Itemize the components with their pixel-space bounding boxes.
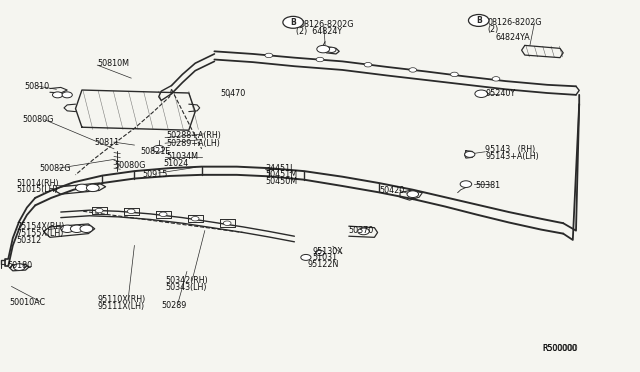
Text: 95240Y: 95240Y [485, 89, 515, 98]
Text: 50342(RH): 50342(RH) [165, 276, 208, 285]
Circle shape [62, 92, 72, 98]
Text: 75154X(RH): 75154X(RH) [16, 222, 65, 231]
Text: 50288+A(RH): 50288+A(RH) [166, 131, 221, 140]
Circle shape [460, 181, 472, 187]
Circle shape [358, 228, 369, 235]
Text: 50450M: 50450M [266, 177, 298, 186]
Text: 75155X(LH): 75155X(LH) [16, 229, 63, 238]
Text: 95143   (RH): 95143 (RH) [485, 145, 536, 154]
Text: 50312: 50312 [16, 236, 41, 245]
Circle shape [265, 53, 273, 58]
Circle shape [409, 68, 417, 72]
Circle shape [475, 90, 488, 97]
Text: B: B [291, 18, 296, 27]
Text: 08126-8202G: 08126-8202G [300, 20, 354, 29]
Text: 50420: 50420 [379, 186, 404, 195]
Text: 95111X(LH): 95111X(LH) [97, 302, 145, 311]
Circle shape [465, 151, 475, 157]
Circle shape [80, 225, 93, 232]
Text: 95122N: 95122N [307, 260, 339, 269]
Text: 50811: 50811 [95, 138, 120, 147]
Text: 50180: 50180 [8, 262, 33, 270]
Text: 50080G: 50080G [22, 115, 54, 124]
Text: 51024: 51024 [164, 159, 189, 168]
Circle shape [61, 225, 74, 232]
Text: (2)  64824Y: (2) 64824Y [296, 27, 342, 36]
Text: 64824YA: 64824YA [496, 33, 531, 42]
Circle shape [95, 208, 103, 213]
Text: R500000: R500000 [543, 344, 577, 353]
Circle shape [301, 254, 311, 260]
Text: 51034M: 51034M [166, 152, 198, 161]
Circle shape [316, 57, 324, 62]
Text: 50289+A(LH): 50289+A(LH) [166, 139, 220, 148]
Circle shape [492, 77, 500, 81]
Circle shape [86, 184, 99, 192]
Circle shape [127, 209, 135, 214]
Text: 50370: 50370 [349, 226, 374, 235]
Circle shape [316, 250, 324, 256]
Text: 51031: 51031 [312, 253, 337, 262]
Text: 34451J: 34451J [266, 164, 293, 173]
Text: 51014(RH): 51014(RH) [16, 179, 59, 187]
Circle shape [223, 221, 231, 225]
Text: 95143+A(LH): 95143+A(LH) [485, 153, 539, 161]
Circle shape [153, 145, 164, 152]
Circle shape [283, 16, 303, 28]
Text: 50343(LH): 50343(LH) [165, 283, 207, 292]
Circle shape [52, 92, 63, 98]
Text: 50810: 50810 [24, 82, 49, 91]
Text: 50810M: 50810M [97, 60, 129, 68]
Text: 08126-8202G: 08126-8202G [488, 18, 542, 27]
Circle shape [70, 225, 83, 232]
Text: B: B [476, 16, 481, 25]
Text: 50289: 50289 [161, 301, 187, 310]
Circle shape [76, 184, 88, 192]
Circle shape [327, 47, 336, 52]
Circle shape [13, 264, 25, 270]
Circle shape [407, 191, 419, 198]
Circle shape [451, 72, 458, 77]
Text: 95110X(RH): 95110X(RH) [97, 295, 145, 304]
Text: 50010AC: 50010AC [10, 298, 45, 307]
Circle shape [468, 15, 489, 26]
Circle shape [364, 62, 372, 67]
Circle shape [159, 212, 167, 217]
Text: (2): (2) [488, 25, 499, 34]
Text: 50381: 50381 [475, 181, 500, 190]
Text: 50451M: 50451M [266, 170, 298, 179]
Text: R500000: R500000 [543, 344, 579, 353]
Circle shape [191, 217, 199, 221]
Text: 50915: 50915 [142, 170, 168, 179]
Text: 95130X: 95130X [312, 247, 343, 256]
Text: 50082G: 50082G [40, 164, 71, 173]
Text: 50821E: 50821E [141, 147, 171, 156]
Circle shape [317, 45, 330, 53]
Text: 50080G: 50080G [114, 161, 145, 170]
Text: 51015(LH): 51015(LH) [16, 185, 58, 194]
Text: 50470: 50470 [221, 89, 246, 98]
